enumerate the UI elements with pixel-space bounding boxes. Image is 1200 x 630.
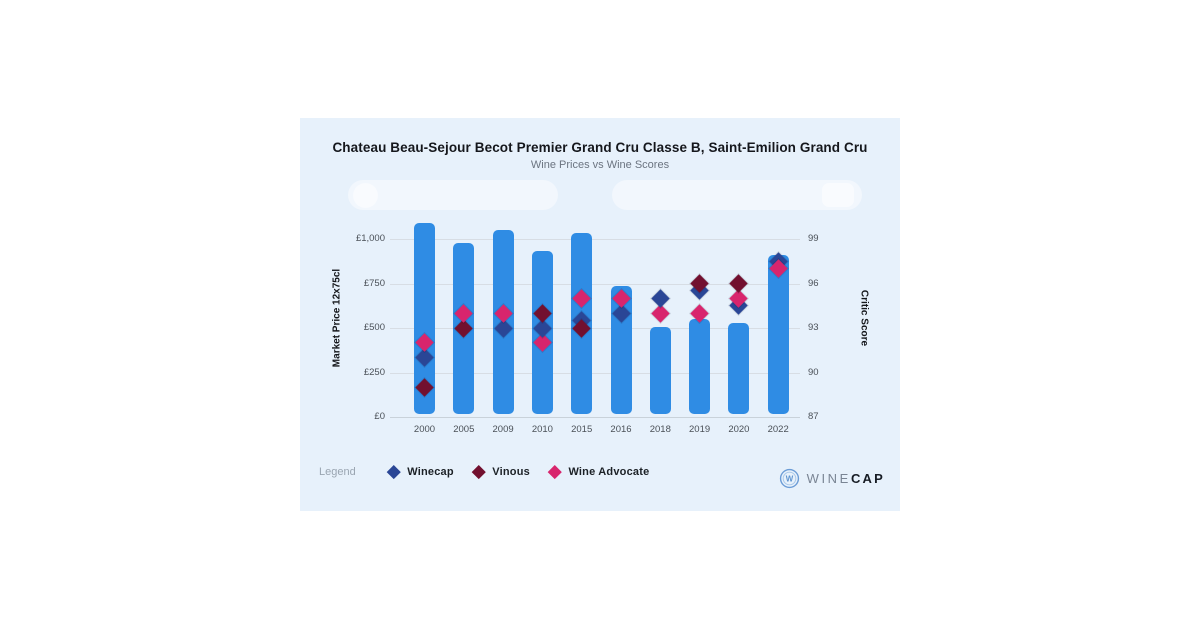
legend-caption: Legend	[319, 466, 356, 478]
right-axis-tick-label: 96	[808, 277, 819, 289]
left-axis-tick-label: £500	[363, 322, 385, 333]
x-axis-year-label: 2019	[689, 424, 711, 435]
price-bar	[649, 327, 671, 414]
ghost-band-left	[348, 180, 558, 210]
logo-text-wine: WINE	[806, 471, 851, 486]
x-axis-year-label: 2009	[492, 424, 514, 435]
logo-text-cap: CAP	[850, 471, 885, 486]
winecap-monogram-icon: W	[779, 468, 799, 489]
wine-advocate-diamond-icon	[547, 465, 562, 479]
gridline	[390, 328, 800, 329]
ghost-circle	[353, 183, 378, 208]
price-bar	[414, 222, 435, 414]
left-axis-title: Market Price 12x75cl	[331, 268, 343, 368]
price-bar	[610, 286, 632, 414]
left-axis-tick-label: £1,000	[355, 233, 385, 244]
legend-item-label: Winecap	[407, 466, 454, 478]
right-axis-tick-label: 87	[808, 411, 819, 422]
winecap-score-marker	[651, 289, 670, 308]
x-axis-year-label: 2000	[413, 424, 436, 435]
right-axis-tick-label: 93	[808, 322, 819, 333]
legend-item-label: Wine Advocate	[568, 466, 650, 478]
x-axis-year-label: 2020	[728, 424, 750, 435]
left-axis-tick-label: £750	[363, 277, 385, 289]
winecap-diamond-icon	[386, 465, 401, 479]
chart-title: Chateau Beau-Sejour Becot Premier Grand …	[332, 140, 868, 155]
right-axis-tick-label: 99	[808, 233, 819, 244]
x-axis-year-label: 2022	[767, 424, 789, 435]
price-bar	[767, 255, 789, 414]
chart-subtitle: Wine Prices vs Wine Scores	[530, 159, 670, 171]
x-axis-line	[390, 417, 800, 418]
legend-item-winecap: Winecap	[386, 465, 454, 479]
ghost-chip	[822, 183, 854, 207]
gridline	[390, 239, 800, 240]
right-axis-title: Critic Score	[858, 289, 870, 347]
ghost-band-right	[612, 180, 862, 210]
plot-area: £1,000 99 £750 96 £500 93 £250 90 £0 87 2000 2005 20…	[300, 118, 900, 511]
price-bar	[728, 322, 750, 414]
gridline	[390, 372, 800, 374]
left-axis-tick-label: £0	[374, 411, 385, 422]
legend: Legend Winecap Vinous Wine Advocate	[319, 464, 666, 480]
x-axis-year-label: 2005	[453, 424, 475, 435]
legend-item-label: Vinous	[492, 466, 530, 478]
left-axis-tick-label: £250	[363, 366, 385, 378]
legend-item-wine-advocate: Wine Advocate	[547, 465, 650, 479]
x-axis-year-label: 2010	[531, 424, 553, 435]
x-axis-year-label: 2018	[649, 424, 671, 435]
legend-item-vinous: Vinous	[471, 465, 530, 479]
vinous-diamond-icon	[471, 465, 486, 479]
x-axis-year-label: 2015	[571, 424, 593, 435]
svg-text:W: W	[785, 474, 793, 483]
price-bar	[689, 319, 711, 414]
winecap-logo: W WINE CAP	[779, 468, 885, 489]
right-axis-tick-label: 90	[808, 366, 819, 378]
gridline	[390, 283, 800, 285]
x-axis-year-label: 2016	[610, 424, 632, 435]
chart-card: Chateau Beau-Sejour Becot Premier Grand …	[300, 118, 900, 511]
vinous-score-marker	[729, 274, 749, 293]
